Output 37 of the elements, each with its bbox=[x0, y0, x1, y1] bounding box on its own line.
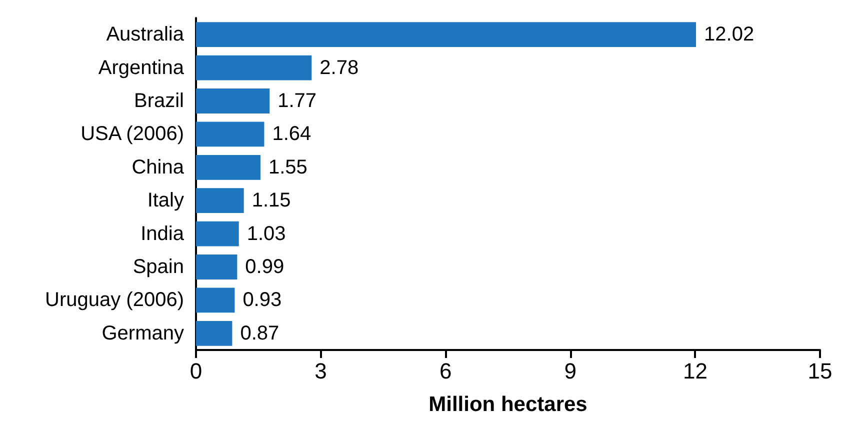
data-label: 1.03 bbox=[246, 222, 286, 245]
bar bbox=[196, 22, 696, 48]
data-label: 1.15 bbox=[252, 190, 291, 212]
x-tick-label: 3 bbox=[314, 358, 327, 384]
bar bbox=[196, 254, 238, 280]
data-label: 0.87 bbox=[240, 322, 280, 344]
bar bbox=[196, 88, 270, 114]
y-tick-label: Germany bbox=[102, 322, 184, 344]
x-tick-label: 6 bbox=[439, 358, 452, 384]
y-tick-label: Australia bbox=[106, 24, 185, 46]
data-label: 12.02 bbox=[704, 24, 754, 46]
y-tick-label: China bbox=[132, 156, 185, 178]
data-label: 0.99 bbox=[245, 256, 284, 278]
y-tick-label: Uruguay (2006) bbox=[45, 289, 184, 312]
data-label: 1.55 bbox=[268, 156, 308, 178]
data-label: 1.77 bbox=[278, 90, 317, 112]
y-tick-label: Argentina bbox=[98, 56, 185, 79]
y-tick-label: Spain bbox=[132, 256, 184, 278]
y-tick-label: USA (2006) bbox=[80, 123, 184, 146]
y-tick-label: India bbox=[140, 222, 185, 245]
bar bbox=[196, 122, 264, 147]
y-tick-label: Brazil bbox=[134, 90, 184, 112]
x-tick-label: 15 bbox=[808, 358, 832, 384]
bar bbox=[196, 288, 235, 313]
data-label: 2.78 bbox=[320, 56, 359, 79]
bar bbox=[196, 188, 244, 214]
x-tick-label: 0 bbox=[190, 358, 202, 384]
y-tick-label: Italy bbox=[147, 190, 184, 212]
bar bbox=[196, 55, 312, 80]
x-tick-label: 9 bbox=[564, 358, 577, 384]
bar bbox=[196, 221, 239, 246]
x-axis-title: Million hectares bbox=[428, 393, 588, 416]
data-label: 0.93 bbox=[242, 289, 282, 312]
x-tick-label: 12 bbox=[682, 358, 708, 384]
bar bbox=[196, 320, 232, 346]
data-label: 1.64 bbox=[272, 123, 312, 146]
bar bbox=[196, 154, 260, 180]
